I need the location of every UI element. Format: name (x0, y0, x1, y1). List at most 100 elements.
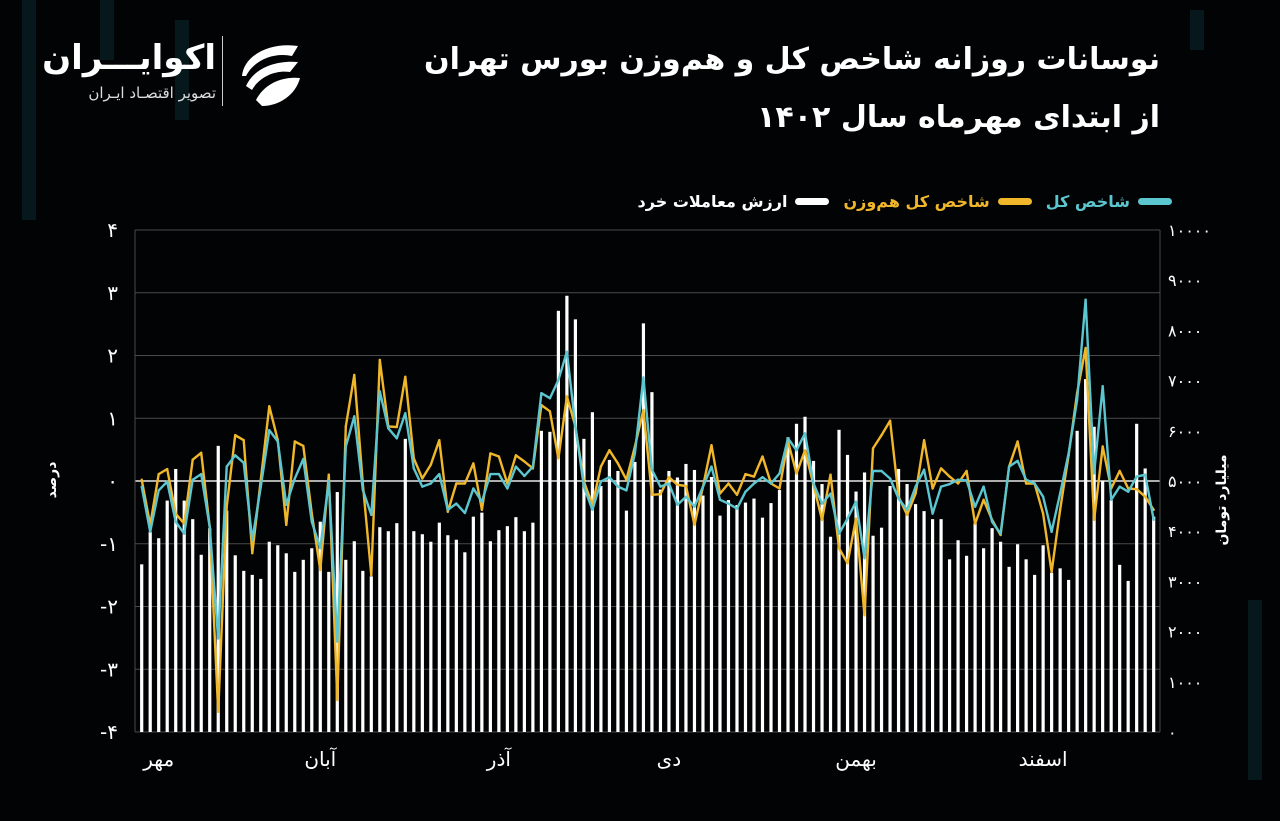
y-right-tick-label: ۵۰۰۰ (1168, 472, 1202, 491)
point-total-index (565, 350, 569, 353)
point-total-index (353, 415, 356, 418)
point-equal-weight-index (616, 462, 620, 465)
legend-swatch-equal-weight-index (997, 198, 1032, 205)
point-total-index (650, 468, 654, 471)
point-equal-weight-index (421, 477, 424, 480)
point-equal-weight-index (378, 358, 382, 362)
point-total-index (557, 378, 560, 382)
point-equal-weight-index (336, 698, 339, 702)
point-equal-weight-index (344, 425, 347, 428)
point-total-index (803, 432, 807, 435)
bar-retail-value (369, 576, 373, 732)
bar-retail-value (599, 486, 603, 732)
bar-retail-value (352, 541, 356, 732)
x-tick-label: آبان (304, 746, 337, 771)
point-equal-weight-index (404, 375, 407, 379)
point-total-index (370, 513, 373, 517)
point-total-index (642, 376, 645, 379)
bar-retail-value (140, 564, 144, 732)
bar-retail-value (420, 534, 424, 732)
point-equal-weight-index (472, 462, 475, 465)
bar-retail-value (267, 541, 271, 732)
point-equal-weight-index (446, 510, 450, 513)
y-left-tick-label: -۴ (100, 720, 118, 744)
point-equal-weight-index (251, 551, 254, 555)
point-equal-weight-index (659, 492, 662, 496)
bar-retail-value (607, 459, 612, 732)
point-total-index (463, 511, 467, 515)
point-total-index (412, 467, 416, 470)
point-equal-weight-index (863, 614, 866, 617)
chart-title-line-2: از ابتدای مهرماه سال ۱۴۰۲ (757, 100, 1160, 135)
bar-retail-value (403, 438, 407, 732)
point-total-index (472, 487, 475, 490)
point-equal-weight-index (395, 425, 399, 429)
point-total-index (336, 640, 339, 643)
point-equal-weight-index (438, 439, 441, 442)
bar-retail-value (769, 503, 773, 732)
point-total-index (591, 508, 594, 512)
point-total-index (531, 465, 535, 468)
point-total-index (217, 637, 220, 640)
point-total-index (268, 428, 271, 432)
point-equal-weight-index (667, 476, 671, 479)
bar-retail-value (446, 535, 450, 732)
point-total-index (931, 512, 934, 515)
point-equal-weight-index (140, 478, 143, 481)
point-total-index (1041, 495, 1045, 498)
point-total-index (1067, 452, 1070, 455)
point-equal-weight-index (625, 478, 628, 481)
point-total-index (778, 472, 781, 475)
bar-retail-value (157, 538, 161, 732)
point-total-index (395, 437, 399, 440)
point-equal-weight-index (608, 449, 611, 452)
point-equal-weight-index (565, 395, 569, 398)
bar-retail-value (1033, 574, 1037, 732)
point-equal-weight-index (1058, 508, 1062, 512)
point-total-index (1152, 518, 1155, 522)
point-total-index (208, 525, 211, 529)
point-equal-weight-index (820, 518, 824, 522)
bar-retail-value (1118, 564, 1122, 732)
point-total-index (480, 500, 484, 503)
bar-retail-value (1058, 568, 1062, 732)
point-total-index (506, 487, 509, 490)
bar-retail-value (318, 521, 322, 732)
bar-retail-value (573, 319, 578, 732)
point-total-index (540, 391, 543, 395)
point-equal-weight-index (557, 457, 560, 460)
point-equal-weight-index (1135, 487, 1138, 491)
point-total-index (633, 452, 637, 455)
point-equal-weight-index (871, 447, 875, 450)
point-total-index (1143, 473, 1147, 476)
point-total-index (914, 485, 917, 488)
chart-title-line-1: نوسانات روزانه شاخص کل و هم‌وزن بورس تهر… (424, 42, 1160, 77)
bar-retail-value (199, 554, 203, 732)
y-left-tick-label: -۱ (100, 532, 118, 556)
bar-retail-value (692, 469, 697, 732)
bar-retail-value (463, 552, 467, 732)
point-equal-weight-index (523, 460, 526, 463)
bar-retail-value (1084, 379, 1088, 732)
point-total-index (523, 474, 526, 478)
bar-retail-value (760, 517, 765, 732)
point-total-index (718, 498, 722, 502)
point-total-index (285, 503, 288, 507)
point-total-index (999, 532, 1002, 535)
point-total-index (276, 440, 279, 443)
background-decoration (1248, 600, 1262, 780)
bar-retail-value (1143, 468, 1147, 732)
y-left-tick-label: ۲ (107, 344, 118, 368)
point-total-index (1101, 385, 1104, 388)
y-right-tick-label: ۳۰۰۰ (1168, 572, 1202, 591)
bar-retail-value (684, 463, 688, 732)
background-decoration (1190, 10, 1204, 50)
bar-retail-value (964, 555, 969, 732)
bar-retail-value (999, 541, 1003, 732)
ekoiran-swoosh-icon (242, 45, 300, 106)
bar-retail-value (641, 323, 646, 732)
point-total-index (846, 517, 849, 520)
point-total-index (242, 461, 245, 465)
bar-retail-value (837, 429, 841, 732)
bar-retail-value (777, 490, 782, 732)
